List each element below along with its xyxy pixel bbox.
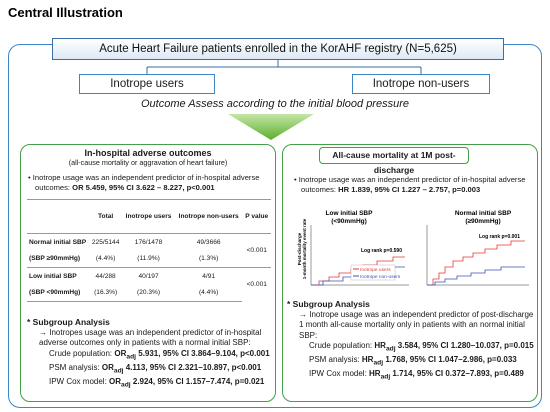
table-row: (SBP <90mmHg) (16.3%) (20.3%) (4.4%)	[27, 284, 271, 302]
line-sub: adj	[385, 345, 396, 353]
inotrope-nonusers-box: Inotrope non-users	[352, 74, 490, 94]
line-sub: adj	[126, 353, 137, 361]
km-ylabel: 1-month mortality event rate	[302, 218, 307, 279]
line-stat: OR	[114, 348, 127, 358]
subgroup-line: Crude population: HRadj 3.584, 95% CI 1.…	[287, 341, 537, 355]
cell-nonusers: 4/91	[174, 267, 243, 285]
panel-title: All-cause mortality at 1M post-discharge	[319, 147, 469, 175]
table-row: Normal initial SBP 225/5144 176/1478 49/…	[27, 233, 271, 268]
bullet-stat: OR 5.459, 95% CI 3.622 – 8.227, p<0.001	[72, 183, 215, 192]
line-sub: adj	[373, 359, 384, 367]
bullet-text: Inotrope usage was an independent predic…	[32, 173, 260, 192]
table-header	[27, 199, 89, 234]
table-header: Total	[89, 199, 123, 234]
registry-box: Acute Heart Failure patients enrolled in…	[52, 38, 504, 60]
subgroup-intro: → Inotrope usage was an independent pred…	[299, 309, 534, 340]
panel-title: In-hospital adverse outcomes	[84, 148, 212, 158]
cell-nonusers-pct: (1.3%)	[198, 255, 219, 263]
line-rest: 4.113, 95% CI 2.321–10.897, p<0.001	[123, 362, 262, 372]
post-discharge-panel: All-cause mortality at 1M post-discharge…	[282, 144, 538, 402]
km-logrank: Log rank p=0.001	[479, 234, 520, 240]
panel-subtitle: (all-cause mortality or aggravation of h…	[68, 158, 228, 167]
predictor-bullet: • Inotrope usage was an independent pred…	[28, 173, 260, 192]
line-rest: 1.768, 95% CI 1.047–2.986, p=0.033	[383, 355, 517, 365]
line-stat: HR	[374, 341, 386, 350]
subgroup-analysis: * Subgroup Analysis → Inotropes usage wa…	[27, 317, 273, 391]
km-subtitle: (<90mmHg)	[331, 218, 367, 225]
subgroup-line: IPW Cox model: HRadj 1.714, 95% CI 0.372…	[287, 369, 537, 383]
subgroup-line: IPW Cox model: ORadj 2.924, 95% CI 1.157…	[27, 377, 273, 391]
page-title: Central Illustration	[8, 5, 123, 20]
table-row: (SBP ≥90mmHg) (4.4%) (11.9%) (1.3%)	[27, 251, 271, 268]
cell-users-pct: (20.3%)	[122, 284, 175, 302]
line-rest: 3.584, 95% CI 1.280–10.037, p=0.015	[395, 341, 534, 350]
row-label: (SBP ≥90mmHg)	[29, 255, 81, 263]
assess-caption: Outcome Assess according to the initial …	[140, 98, 409, 110]
km-title: Low initial SBP	[326, 210, 374, 217]
in-hospital-panel: In-hospital adverse outcomes (all-cause …	[20, 144, 276, 402]
subgroup-analysis: * Subgroup Analysis → Inotrope usage was…	[287, 299, 537, 383]
subgroup-intro: → Inotropes usage was an independent pre…	[39, 327, 262, 348]
line-stat: OR	[109, 376, 122, 386]
line-sub: adj	[113, 367, 124, 375]
predictor-bullet: • Inotrope usage was an independent pred…	[294, 175, 526, 194]
cell-pvalue: <0.001	[242, 267, 271, 302]
cell-pvalue: <0.001	[242, 233, 271, 268]
subgroup-line: Crude population: ORadj 5.931, 95% CI 3.…	[27, 349, 273, 363]
km-plot-normal-sbp: Normal initial SBP (≥90mmHg) Log rank p=…	[426, 210, 529, 286]
km-logrank: Log rank p=0.590	[361, 248, 402, 254]
cell-total-pct: (4.4%)	[95, 255, 116, 263]
km-plot-low-sbp: Post-discharge 1-month mortality event r…	[297, 210, 409, 286]
line-stat: HR	[361, 355, 374, 365]
line-label: Crude population:	[309, 341, 375, 350]
line-label: PSM analysis:	[49, 362, 102, 372]
cell-nonusers-pct: (4.4%)	[174, 284, 243, 302]
bullet-stat: HR 1.839, 95% CI 1.227 – 2.757, p=0.003	[338, 185, 481, 194]
km-series-users	[427, 240, 525, 286]
subgroup-line: PSM analysis: ORadj 4.113, 95% CI 2.321–…	[27, 363, 273, 377]
cell-total-pct: (16.3%)	[89, 284, 123, 302]
table-header: Inotrope users	[122, 199, 175, 234]
line-rest: 1.714, 95% CI 0.372–7.893, p=0.489	[390, 369, 524, 379]
subgroup-heading: * Subgroup Analysis	[287, 299, 370, 309]
table-row: Low initial SBP 44/288 40/197 4/91 <0.00…	[27, 267, 271, 302]
outcomes-table: Total Inotrope users Inotrope non-users …	[27, 199, 271, 302]
legend-users: Inotrope users	[360, 267, 391, 273]
cell-total: 225/5144	[89, 233, 123, 251]
cell-total: 44/288	[89, 267, 123, 285]
cell-users: 176/1478	[122, 233, 175, 251]
subgroup-heading: * Subgroup Analysis	[27, 317, 110, 327]
km-legend	[350, 264, 396, 281]
table-header: Inotrope non-users	[174, 199, 243, 234]
legend-nonusers: Inotrope non-users	[360, 274, 401, 280]
line-sub: adj	[380, 373, 391, 381]
row-label: Low initial SBP	[27, 267, 89, 285]
down-arrow-icon	[228, 114, 314, 140]
line-label: Crude population:	[49, 348, 115, 358]
line-sub: adj	[121, 381, 131, 389]
km-title: Normal initial SBP	[455, 210, 512, 217]
km-subtitle: (≥90mmHg)	[465, 218, 500, 225]
line-label: IPW Cox model:	[49, 376, 110, 386]
row-label: (SBP <90mmHg)	[27, 284, 89, 302]
table-header: P value	[242, 199, 271, 234]
line-rest: 2.924, 95% CI 1.157–7.474, p=0.021	[130, 376, 265, 386]
row-label: Normal initial SBP	[27, 233, 89, 251]
bullet-text: Inotrope usage was an independent predic…	[298, 175, 526, 194]
km-series-nonusers	[427, 266, 525, 286]
km-ylabel: Post-discharge	[297, 232, 302, 265]
inotrope-users-box: Inotrope users	[79, 74, 215, 94]
cell-users: 40/197	[122, 267, 175, 285]
line-stat: HR	[369, 369, 381, 379]
cell-nonusers: 49/3666	[174, 233, 243, 251]
line-label: IPW Cox model:	[309, 369, 370, 379]
table-header-row: Total Inotrope users Inotrope non-users …	[27, 199, 271, 234]
subgroup-line: PSM analysis: HRadj 1.768, 95% CI 1.047–…	[287, 355, 537, 369]
line-stat: OR	[101, 362, 114, 372]
line-label: PSM analysis:	[309, 355, 362, 365]
line-rest: 5.931, 95% CI 3.864–9.104, p<0.001	[136, 348, 270, 358]
cell-users-pct: (11.9%)	[137, 255, 160, 263]
